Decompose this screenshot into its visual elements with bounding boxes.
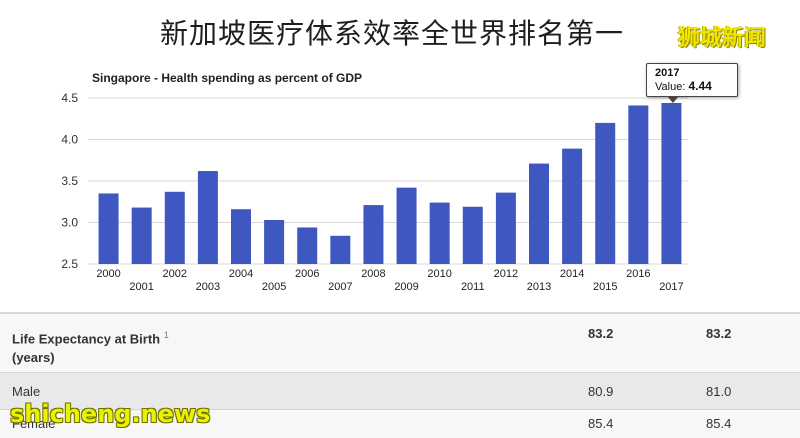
row-value-2: 81.0: [706, 384, 732, 399]
x-tick-label: 2015: [593, 281, 617, 293]
y-tick-label: 2.5: [61, 257, 78, 271]
bar-chart: 2.5 3.0 3.5 4.0 4.5 2000 2001 2002 2003 2004 2005 2…: [61, 91, 688, 293]
y-tick-label: 3.5: [61, 174, 78, 188]
x-tick-label: 2007: [328, 281, 352, 293]
table-header-row: Life Expectancy at Birth 1 (years) 83.2 …: [0, 312, 800, 374]
header-value-2: 83.2: [706, 326, 732, 341]
bar: [529, 163, 549, 264]
chart-container: 2.5 3.0 3.5 4.0 4.5 2000 2001 2002 2003 2004 2005 2…: [0, 56, 800, 302]
header-value-1: 83.2: [588, 326, 614, 341]
brand-logo: 狮城新闻: [678, 26, 767, 51]
x-tick-label: 2000: [96, 268, 120, 280]
x-tick-label: 2016: [626, 268, 650, 280]
y-tick-label: 4.0: [61, 133, 78, 147]
bar: [595, 122, 616, 265]
x-tick-label: 2011: [461, 281, 485, 293]
bar: [462, 206, 483, 264]
headline-title: 新加坡医疗体系效率全世界排名第一: [160, 17, 625, 50]
bar: [363, 205, 384, 264]
bar: [330, 235, 351, 264]
bar: [628, 105, 649, 264]
bar: [98, 193, 119, 264]
x-tick-label: 2008: [361, 268, 385, 280]
x-tick-label: 2003: [196, 281, 220, 293]
header-label-line2: (years): [12, 350, 55, 366]
bar: [495, 192, 516, 264]
footnote-marker[interactable]: 1: [163, 330, 169, 340]
x-tick-label: 2006: [295, 268, 319, 280]
watermark: shicheng.news: [10, 400, 211, 428]
bar: [429, 202, 450, 264]
bar: [264, 220, 285, 264]
row-label: Female: [12, 416, 56, 431]
bar: [164, 191, 185, 264]
y-tick-label: 3.0: [61, 216, 78, 230]
header-label: Life Expectancy at Birth 1 (years): [12, 326, 169, 367]
bar: [197, 171, 218, 264]
row-value-2: 85.4: [706, 416, 732, 431]
chart-title: Singapore - Health spending as percent o…: [92, 71, 363, 85]
header-label-line1: Life Expectancy at Birth: [12, 331, 161, 347]
headline-bar: 新加坡医疗体系效率全世界排名第一 狮城新闻: [0, 6, 800, 56]
bar: [661, 102, 682, 264]
tooltip-value-label: Value:: [655, 81, 686, 93]
x-tick-label: 2002: [163, 268, 187, 280]
bar: [131, 207, 152, 264]
tooltip-value: 4.44: [688, 79, 712, 93]
x-tick-label: 2017: [659, 281, 683, 293]
bar: [231, 209, 251, 264]
tooltip-year: 2017: [655, 67, 680, 79]
x-tick-label: 2001: [129, 281, 153, 293]
x-tick-label: 2014: [560, 268, 584, 280]
bar: [297, 227, 318, 264]
x-tick-label: 2012: [494, 268, 518, 280]
row-label: Male: [12, 384, 41, 399]
x-tick-label: 2005: [262, 281, 286, 293]
row-value-1: 85.4: [588, 416, 614, 431]
table-row: Female 85.4 85.4: [0, 409, 800, 438]
y-tick-label: 4.5: [61, 91, 78, 105]
x-tick-label: 2009: [394, 281, 418, 293]
bar: [562, 148, 583, 264]
x-tick-label: 2013: [527, 281, 551, 293]
x-tick-label: 2010: [427, 268, 451, 280]
bar: [396, 187, 417, 264]
row-value-1: 80.9: [588, 384, 614, 399]
table-row: Male 80.9 81.0: [0, 372, 800, 410]
x-tick-label: 2004: [229, 268, 253, 280]
life-expectancy-table: Life Expectancy at Birth 1 (years) 83.2 …: [0, 312, 800, 438]
chart-tooltip: 2017 Value: 4.44: [646, 63, 738, 103]
